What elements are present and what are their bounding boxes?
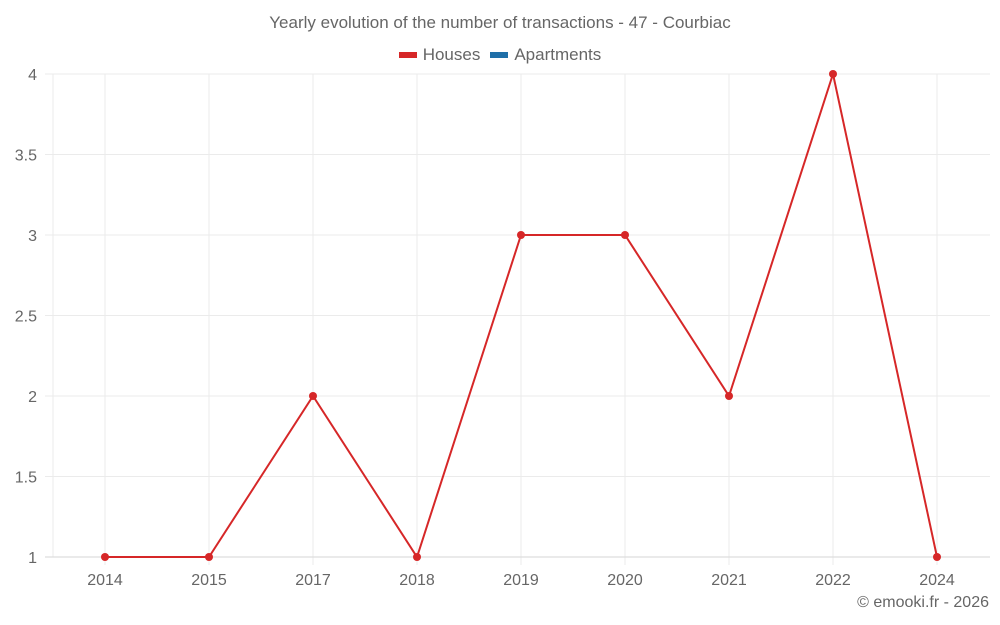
data-point[interactable] [933, 553, 941, 561]
x-tick-label: 2015 [191, 572, 227, 589]
legend-label-houses: Houses [422, 45, 481, 64]
apartments-swatch-icon [490, 52, 509, 58]
data-point[interactable] [413, 553, 421, 561]
legend-item-apartments[interactable]: Apartments [490, 45, 601, 65]
houses-swatch-icon [398, 52, 417, 58]
x-tick-label: 2022 [815, 572, 851, 589]
legend: Houses Apartments [0, 45, 1000, 65]
y-tick-label: 4 [28, 67, 37, 84]
y-tick-label: 1 [28, 550, 37, 567]
y-tick-label: 3 [28, 228, 37, 245]
x-tick-label: 2019 [503, 572, 539, 589]
data-point[interactable] [101, 553, 109, 561]
x-tick-label: 2021 [711, 572, 747, 589]
y-tick-label: 2 [28, 389, 37, 406]
data-point[interactable] [205, 553, 213, 561]
data-point[interactable] [517, 231, 525, 239]
x-tick-label: 2024 [919, 572, 955, 589]
legend-item-houses[interactable]: Houses [398, 45, 481, 65]
x-tick-label: 2018 [399, 572, 435, 589]
credit-text: © emooki.fr - 2026 [857, 594, 989, 611]
y-tick-label: 2.5 [15, 309, 37, 326]
y-tick-label: 1.5 [15, 470, 37, 487]
x-tick-label: 2020 [607, 572, 643, 589]
legend-label-apartments: Apartments [514, 45, 602, 64]
data-point[interactable] [621, 231, 629, 239]
data-point[interactable] [725, 392, 733, 400]
x-tick-label: 2017 [295, 572, 331, 589]
y-tick-label: 3.5 [15, 148, 37, 165]
chart-title: Yearly evolution of the number of transa… [269, 13, 731, 32]
data-point[interactable] [309, 392, 317, 400]
data-point[interactable] [829, 70, 837, 78]
x-tick-label: 2014 [87, 572, 123, 589]
